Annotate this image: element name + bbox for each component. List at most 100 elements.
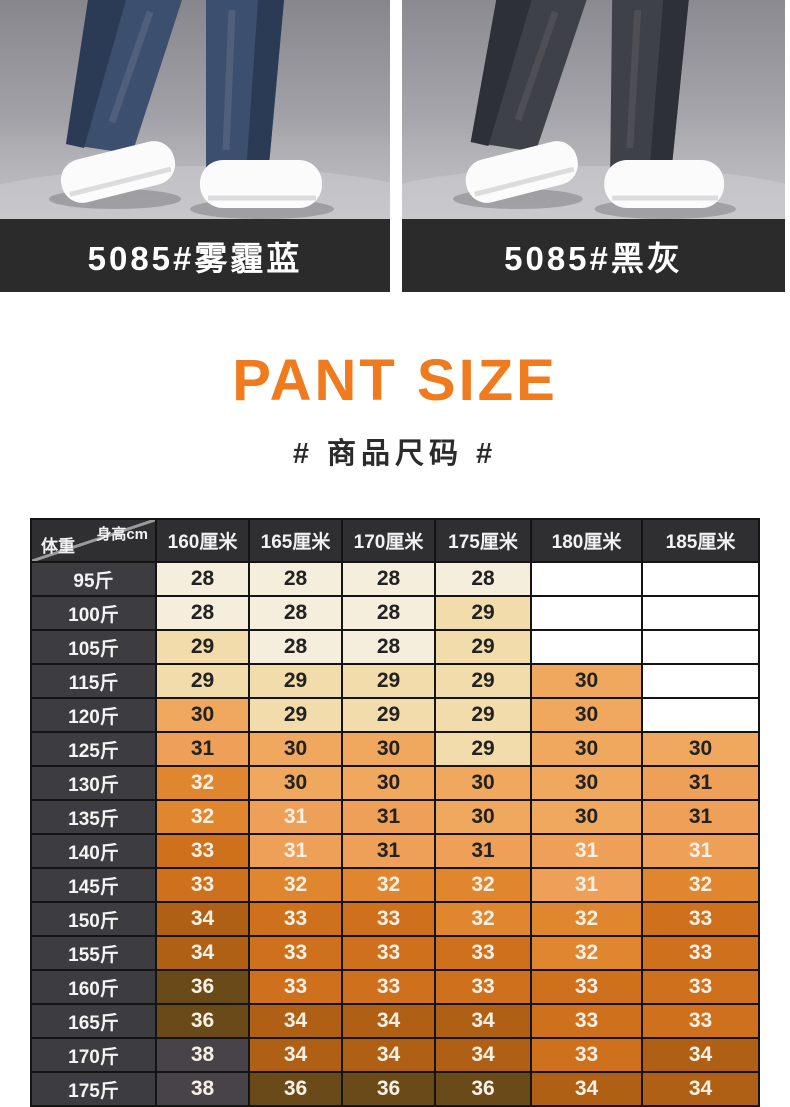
height-column-header: 185厘米 xyxy=(641,518,760,563)
size-cell: 36 xyxy=(155,1003,250,1039)
size-cell: 32 xyxy=(434,901,532,937)
size-cell: 34 xyxy=(434,1037,532,1073)
size-cell: 34 xyxy=(530,1071,643,1107)
size-cell: 30 xyxy=(530,765,643,801)
size-cell xyxy=(641,595,760,631)
product-label-haze-blue: 5085#雾霾蓝 xyxy=(0,219,390,292)
table-row: 95斤 28 28 28 28 xyxy=(30,561,760,597)
size-cell: 33 xyxy=(530,969,643,1005)
table-row: 140斤 33 31 31 31 31 31 xyxy=(30,833,760,869)
weight-row-header: 145斤 xyxy=(30,867,157,903)
size-cell: 30 xyxy=(530,663,643,699)
size-cell: 29 xyxy=(434,595,532,631)
size-cell: 32 xyxy=(641,867,760,903)
height-column-header: 175厘米 xyxy=(434,518,532,563)
size-cell: 30 xyxy=(641,731,760,767)
size-cell xyxy=(641,629,760,665)
weight-row-header: 170斤 xyxy=(30,1037,157,1073)
size-cell: 33 xyxy=(641,1003,760,1039)
weight-row-header: 155斤 xyxy=(30,935,157,971)
product-photo-haze-blue: 5085#雾霾蓝 xyxy=(0,0,390,292)
size-cell: 32 xyxy=(530,935,643,971)
size-cell: 33 xyxy=(434,969,532,1005)
weight-row-header: 150斤 xyxy=(30,901,157,937)
size-cell: 30 xyxy=(341,765,436,801)
weight-row-header: 130斤 xyxy=(30,765,157,801)
size-cell: 31 xyxy=(641,833,760,869)
denim-streak xyxy=(222,9,236,151)
weight-row-header: 115斤 xyxy=(30,663,157,699)
size-cell: 33 xyxy=(341,935,436,971)
size-cell: 28 xyxy=(434,561,532,597)
size-cell: 34 xyxy=(341,1037,436,1073)
size-cell: 33 xyxy=(530,1037,643,1073)
size-cell: 29 xyxy=(434,663,532,699)
table-row: 160斤 36 33 33 33 33 33 xyxy=(30,969,760,1005)
size-cell: 33 xyxy=(434,935,532,971)
size-cell: 30 xyxy=(248,731,343,767)
size-cell: 36 xyxy=(434,1071,532,1107)
size-cell: 31 xyxy=(434,833,532,869)
size-cell: 34 xyxy=(248,1037,343,1073)
size-cell xyxy=(641,561,760,597)
size-cell: 36 xyxy=(155,969,250,1005)
denim-streak xyxy=(108,10,154,124)
table-row: 145斤 33 32 32 32 31 32 xyxy=(30,867,760,903)
table-row: 165斤 36 34 34 34 33 33 xyxy=(30,1003,760,1039)
size-cell: 31 xyxy=(341,799,436,835)
size-cell: 30 xyxy=(434,799,532,835)
table-row: 150斤 34 33 33 32 32 33 xyxy=(30,901,760,937)
size-cell: 29 xyxy=(248,663,343,699)
size-cell: 30 xyxy=(530,799,643,835)
sneaker-shape xyxy=(200,160,322,208)
jeans-leg-shade xyxy=(649,0,689,174)
size-cell: 32 xyxy=(248,867,343,903)
size-cell: 38 xyxy=(155,1037,250,1073)
size-cell: 36 xyxy=(341,1071,436,1107)
size-cell: 28 xyxy=(341,595,436,631)
size-cell: 29 xyxy=(341,663,436,699)
product-label-black-gray: 5085#黑灰 xyxy=(402,219,785,292)
size-cell: 29 xyxy=(434,697,532,733)
pant-size-title: PANT SIZE xyxy=(232,348,558,413)
size-cell: 34 xyxy=(155,901,250,937)
table-row: 105斤 29 28 28 29 xyxy=(30,629,760,665)
size-cell: 31 xyxy=(641,765,760,801)
size-cell xyxy=(530,629,643,665)
table-row: 125斤 31 30 30 29 30 30 xyxy=(30,731,760,767)
size-cell: 29 xyxy=(155,663,250,699)
size-cell: 31 xyxy=(530,833,643,869)
weight-row-header: 105斤 xyxy=(30,629,157,665)
size-cell: 29 xyxy=(155,629,250,665)
size-cell: 31 xyxy=(641,799,760,835)
denim-streak xyxy=(514,10,559,122)
jeans-leg-shade xyxy=(66,0,126,148)
jeans-photo-blue xyxy=(0,0,390,219)
diagonal-divider xyxy=(33,521,154,560)
height-column-header: 180厘米 xyxy=(530,518,643,563)
size-cell: 34 xyxy=(248,1003,343,1039)
denim-streak xyxy=(626,9,642,149)
weight-row-header: 135斤 xyxy=(30,799,157,835)
size-cell: 34 xyxy=(434,1003,532,1039)
size-cell: 32 xyxy=(155,799,250,835)
table-row: 115斤 29 29 29 29 30 xyxy=(30,663,760,699)
size-cell: 33 xyxy=(641,935,760,971)
height-column-header: 170厘米 xyxy=(341,518,436,563)
table-row: 100斤 28 28 28 29 xyxy=(30,595,760,631)
height-axis-label: 身高cm xyxy=(96,526,148,543)
table-row: 130斤 32 30 30 30 30 31 xyxy=(30,765,760,801)
size-cell: 36 xyxy=(248,1071,343,1107)
size-subtitle: # 商品尺码 # xyxy=(292,438,498,470)
size-cell xyxy=(530,595,643,631)
jeans-leg-shade xyxy=(470,0,532,146)
corner-header-cell: 身高cm 体重 xyxy=(30,518,157,563)
product-photo-black-gray: 5085#黑灰 xyxy=(402,0,785,292)
sneaker-shape xyxy=(465,141,578,203)
table-row: 120斤 30 29 29 29 30 xyxy=(30,697,760,733)
size-cell: 30 xyxy=(341,731,436,767)
size-cell: 33 xyxy=(248,901,343,937)
size-cell: 28 xyxy=(341,629,436,665)
size-cell: 29 xyxy=(434,731,532,767)
